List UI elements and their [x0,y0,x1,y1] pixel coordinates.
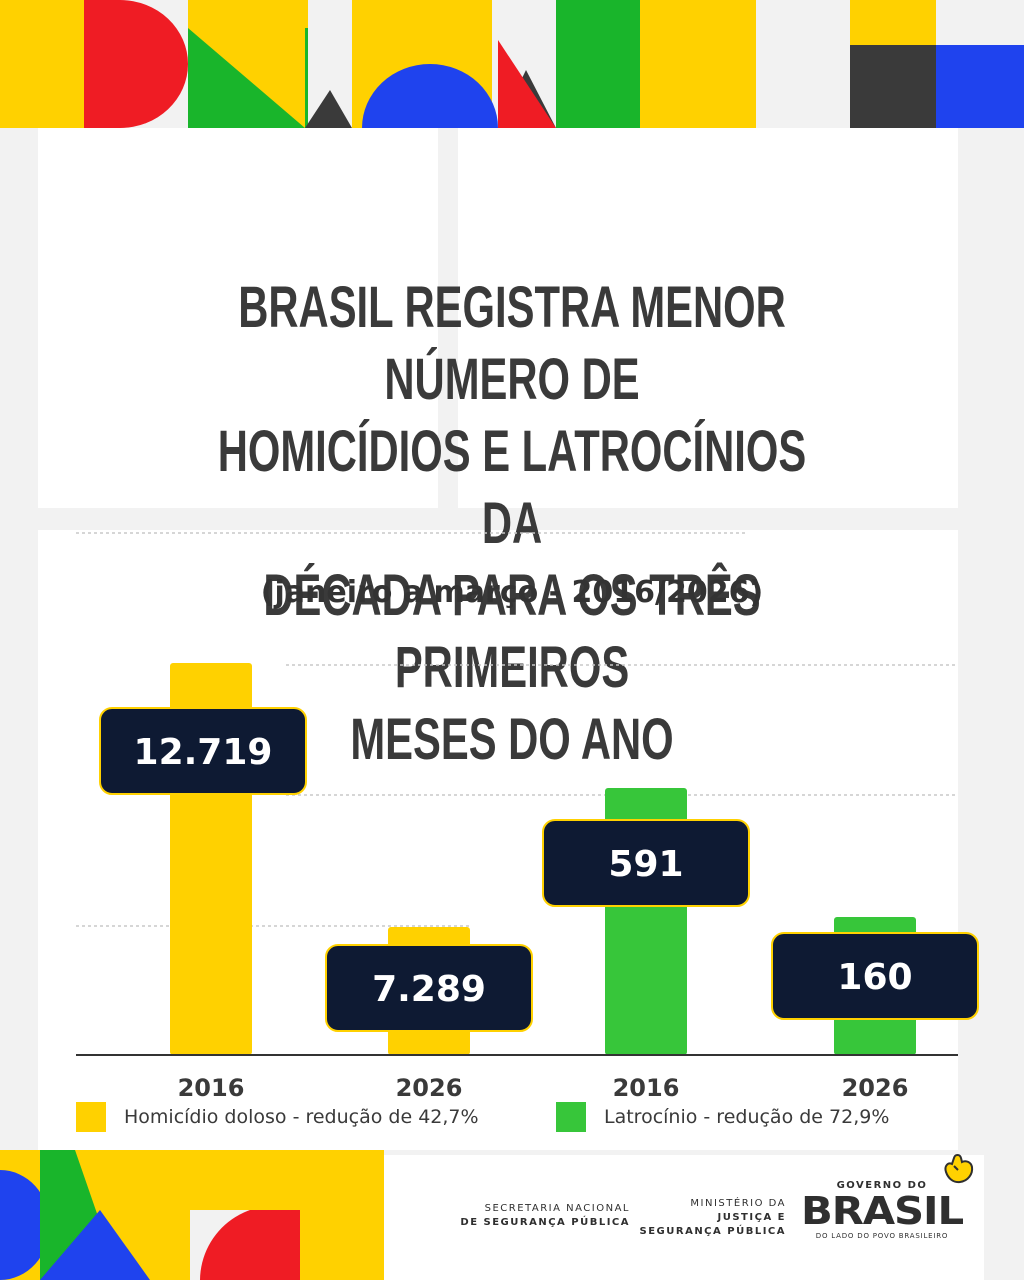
gov-logo-slogan: DO LADO DO POVO BRASILEIRO [815,1232,949,1240]
data-label-value: 12.719 [134,732,273,773]
gov-logo-brasil: BRASIL [800,1189,964,1233]
data-label-2: 591 [542,819,750,907]
footer-org-ministerio-line3: SEGURANÇA PÚBLICA [639,1226,786,1237]
data-label-3: 160 [771,932,979,1020]
data-label-value: 160 [837,957,912,998]
headline: BRASIL REGISTRA MENOR NÚMERO DE HOMICÍDI… [217,275,807,772]
top-decorative-banner [0,0,1024,128]
x-tick-label-0: 2016 [178,1074,245,1102]
legend-item-latrocinio: Latrocínio - redução de 72,9% [556,1101,889,1133]
legend-swatch-latrocinio [556,1102,586,1132]
background-panel-left [38,128,438,508]
data-label-box [325,944,533,1032]
bottom-decorative-banner [0,1150,384,1280]
x-tick-label-3: 2026 [842,1074,909,1102]
governo-do-brasil-logo: GOVERNO DO BRASIL DO LADO DO POVO BRASIL… [801,1180,964,1240]
background-panel-right [458,128,958,508]
data-label-box [771,932,979,1020]
data-label-0: 12.719 [99,707,307,795]
footer-org-senasp-line2: DE SEGURANÇA PÚBLICA [460,1217,630,1228]
footer-org-senasp-line1: SECRETARIA NACIONAL [484,1203,630,1214]
x-tick-label-1: 2026 [396,1074,463,1102]
bar-chart: 12.719 7.289 591 160 2016 2026 2016 2026 [76,532,979,1102]
footer-org-ministerio-line1: MINISTÉRIO DA [690,1198,786,1209]
tap-hand-icon [944,1154,974,1184]
footer-org-ministerio: MINISTÉRIO DA JUSTIÇA E SEGURANÇA PÚBLIC… [620,1197,786,1239]
footer-org-senasp: SECRETARIA NACIONAL DE SEGURANÇA PÚBLICA [450,1202,630,1230]
footer-org-ministerio-line2: JUSTIÇA E [717,1212,786,1223]
data-label-1: 7.289 [325,944,533,1032]
legend-swatch-homicidio [76,1102,106,1132]
data-label-box [542,819,750,907]
background-panel-footer [384,1155,984,1280]
data-label-value: 591 [608,844,683,885]
subheadline: (janeiro a março - 2016/2026) [260,575,764,610]
data-label-value: 7.289 [372,969,486,1010]
gov-logo-top: GOVERNO DO [836,1180,928,1191]
legend-label-homicidio: Homicídio doloso - redução de 42,7% [124,1106,479,1128]
x-tick-label-2: 2016 [613,1074,680,1102]
legend-item-homicidio: Homicídio doloso - redução de 42,7% [76,1101,479,1133]
data-label-box [99,707,307,795]
legend-label-latrocinio: Latrocínio - redução de 72,9% [604,1106,890,1128]
